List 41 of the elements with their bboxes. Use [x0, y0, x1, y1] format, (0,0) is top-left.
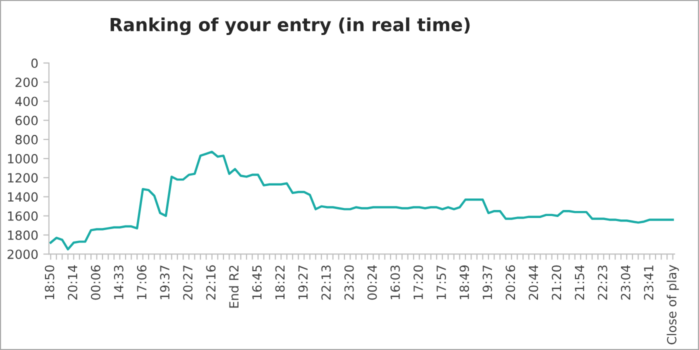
x-tick-label: 17:57	[436, 266, 446, 300]
x-tick-label: 19:37	[482, 266, 492, 300]
x-tick-label: 23:04	[620, 265, 630, 300]
x-tick-label: 22:23	[598, 266, 608, 300]
x-tick-label: 18:49	[460, 265, 470, 300]
x-tick-label: 16:03	[390, 266, 400, 300]
x-tick-label: 23:41	[644, 266, 654, 300]
y-tick-label: 1800	[8, 230, 38, 240]
x-tick-label: 22:13	[321, 266, 331, 300]
x-tick-label: 23:20	[344, 265, 354, 300]
x-tick-label: 21:54	[574, 265, 584, 300]
y-tick-label: 400	[15, 96, 38, 106]
x-tick-label: 17:06	[137, 265, 146, 300]
x-tick-label: 17:20	[414, 265, 423, 300]
y-tick-label: 1400	[8, 192, 38, 202]
y-tick-label: 600	[16, 116, 38, 126]
x-tick-label: 20:14	[68, 265, 78, 300]
x-tick-label: 19:37	[160, 266, 170, 300]
y-tick-label: 1000	[8, 154, 38, 164]
x-tick-label: 18:22	[275, 266, 285, 300]
x-tick-label: 00:06	[90, 265, 100, 300]
x-tick-label: 00:24	[367, 265, 377, 300]
y-tick-label: 200	[16, 78, 38, 88]
x-tick-label: Close of play	[666, 264, 679, 344]
y-tick-label: 1600	[8, 211, 38, 221]
x-tick-label: End R2	[228, 266, 239, 308]
y-tick-label: 1200	[8, 173, 38, 183]
line-series	[50, 150, 674, 250]
y-tick-label: 800	[16, 134, 38, 144]
x-tick-label: 22:16	[206, 265, 216, 300]
x-tick-label: 20:27	[183, 266, 193, 300]
x-tick-label: 18:50	[44, 265, 54, 300]
x-tick-label: 19:27	[298, 266, 308, 300]
x-tick-label: 16:45	[252, 266, 262, 300]
x-tick-label: 14:33	[114, 266, 124, 300]
y-tick-label: 2000	[8, 250, 38, 260]
x-tick-label: 20:44	[528, 265, 538, 300]
x-tick-label: 21:20	[552, 265, 562, 300]
y-tick-label: 0	[31, 58, 38, 68]
chart-title: Ranking of your entry (in real time)	[110, 17, 470, 36]
x-tick-label: 20:26	[506, 265, 516, 300]
